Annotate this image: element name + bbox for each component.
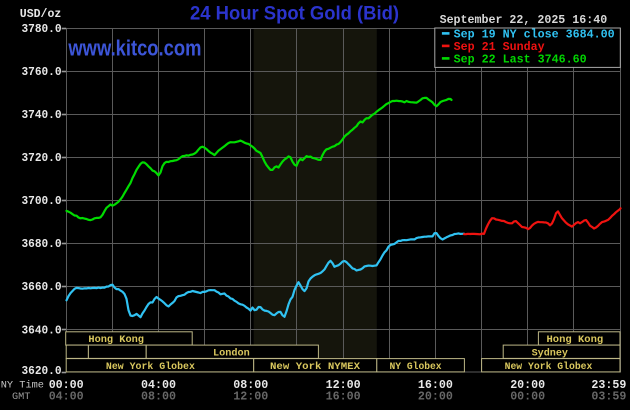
svg-text:16:00: 16:00 [418, 378, 453, 392]
svg-text:Sydney: Sydney [532, 347, 569, 359]
svg-text:3740.0: 3740.0 [22, 108, 62, 122]
svg-text:00:00: 00:00 [510, 390, 545, 404]
svg-text:04:00: 04:00 [141, 378, 176, 392]
svg-text:20:00: 20:00 [418, 390, 453, 404]
svg-text:Sep 19 NY close 3684.00: Sep 19 NY close 3684.00 [454, 27, 615, 41]
svg-text:Sep 21 Sunday: Sep 21 Sunday [454, 40, 546, 54]
svg-text:12:00: 12:00 [326, 378, 361, 392]
svg-text:20:00: 20:00 [510, 378, 545, 392]
svg-text:New York Globex: New York Globex [505, 361, 593, 373]
svg-text:3720.0: 3720.0 [22, 151, 62, 165]
svg-text:24 Hour Spot Gold (Bid): 24 Hour Spot Gold (Bid) [190, 4, 399, 25]
svg-text:New York NYMEX: New York NYMEX [270, 361, 361, 373]
svg-text:03:59: 03:59 [591, 390, 626, 404]
svg-text:23:59: 23:59 [591, 378, 626, 392]
svg-text:www.kitco.com: www.kitco.com [68, 35, 202, 60]
svg-text:GMT: GMT [12, 391, 31, 403]
svg-text:3640.0: 3640.0 [22, 323, 62, 337]
svg-text:Hong Kong: Hong Kong [88, 334, 144, 346]
svg-text:16:00: 16:00 [326, 390, 361, 404]
svg-text:3660.0: 3660.0 [22, 280, 62, 294]
svg-text:00:00: 00:00 [49, 378, 84, 392]
svg-text:12:00: 12:00 [233, 390, 268, 404]
svg-text:3760.0: 3760.0 [22, 65, 62, 79]
svg-text:London: London [213, 347, 250, 359]
svg-text:08:00: 08:00 [141, 390, 176, 404]
svg-text:Hong Kong: Hong Kong [547, 334, 604, 346]
svg-text:04:00: 04:00 [49, 390, 84, 404]
svg-text:3680.0: 3680.0 [22, 237, 62, 251]
svg-text:NY Globex: NY Globex [390, 361, 443, 373]
svg-text:08:00: 08:00 [233, 378, 268, 392]
svg-text:3620.0: 3620.0 [22, 364, 62, 378]
svg-text:Sep 22 Last 3746.60: Sep 22 Last 3746.60 [454, 52, 587, 66]
svg-text:NY Time: NY Time [1, 379, 44, 391]
svg-text:USD/oz: USD/oz [20, 7, 62, 21]
svg-text:September 22, 2025 16:40: September 22, 2025 16:40 [440, 13, 608, 27]
svg-text:New York Globex: New York Globex [106, 361, 196, 373]
svg-text:3700.0: 3700.0 [22, 194, 62, 208]
svg-text:3780.0: 3780.0 [22, 22, 62, 36]
